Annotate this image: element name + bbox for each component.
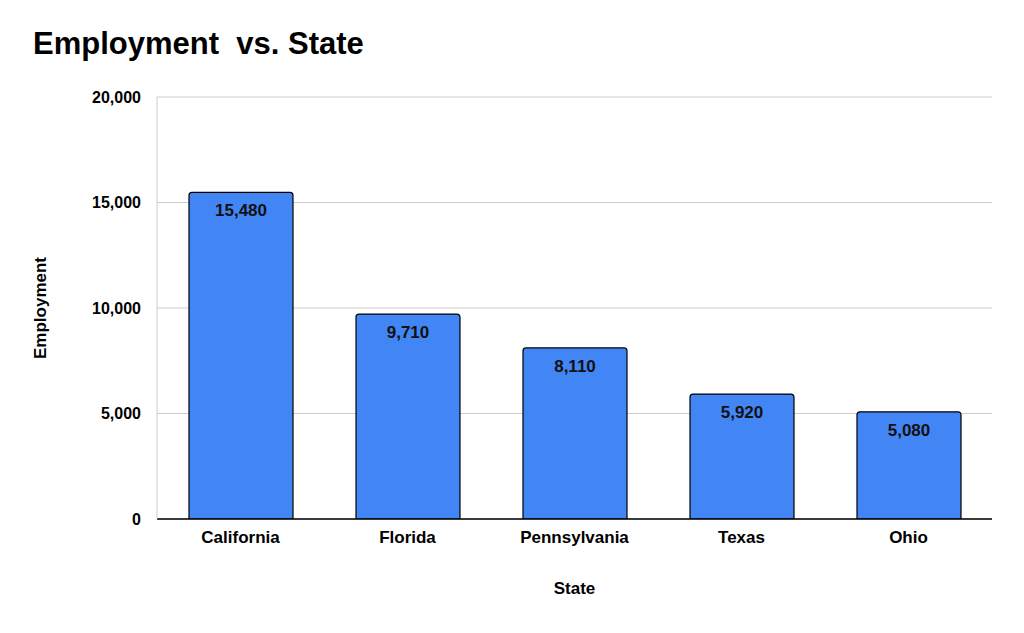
html-text:Employment vs. State: Employment vs. State (33, 26, 364, 61)
svg-text:California: California (201, 528, 280, 547)
svg-text:15,480: 15,480 (215, 201, 267, 220)
svg-text:State: State (554, 579, 596, 598)
svg-text:Texas: Texas (718, 528, 765, 547)
svg-text:Employment: Employment (31, 257, 50, 359)
svg-text:Ohio: Ohio (889, 528, 928, 547)
svg-text:Pennsylvania: Pennsylvania (520, 528, 629, 547)
svg-text:10,000: 10,000 (92, 300, 141, 317)
svg-text:0: 0 (132, 511, 141, 528)
svg-text:5,920: 5,920 (721, 403, 764, 422)
svg-text:15,000: 15,000 (92, 194, 141, 211)
svg-text:5,000: 5,000 (101, 405, 141, 422)
svg-text:5,080: 5,080 (888, 421, 931, 440)
svg-text:9,710: 9,710 (387, 323, 430, 342)
svg-text:Florida: Florida (379, 528, 436, 547)
svg-text:20,000: 20,000 (92, 89, 141, 106)
svg-text:8,110: 8,110 (554, 357, 596, 376)
